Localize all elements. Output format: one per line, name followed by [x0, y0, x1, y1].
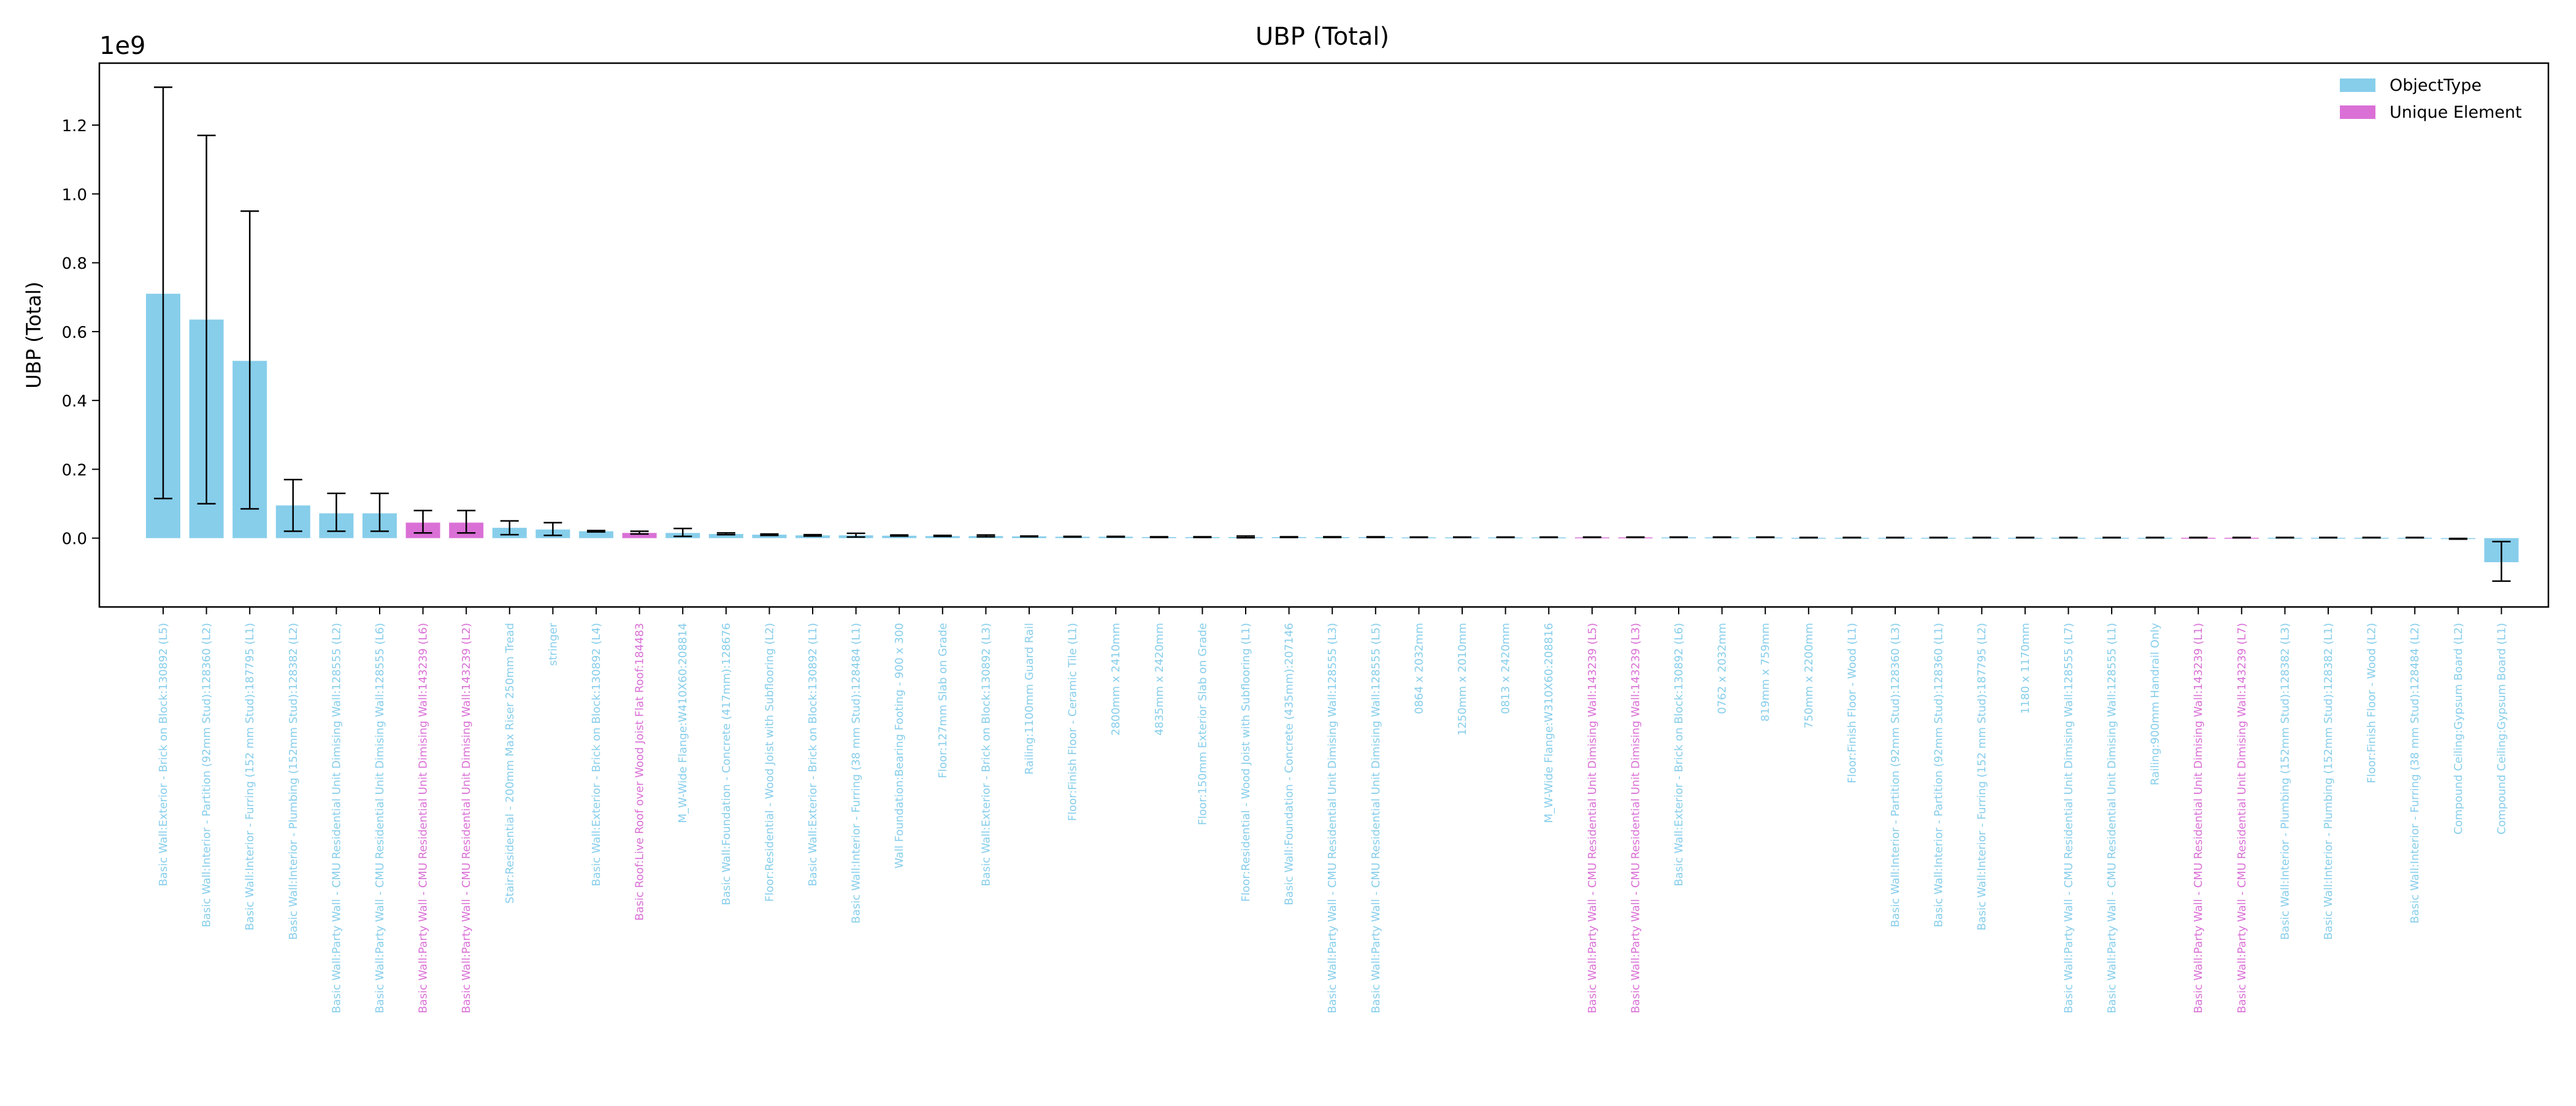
- chart-title: UBP (Total): [1255, 23, 1389, 51]
- x-tick-label: 0762 x 2032mm: [1716, 623, 1729, 714]
- x-tick-label: Floor:127mm Slab on Grade: [937, 623, 949, 778]
- bar: [708, 533, 743, 538]
- x-tick-label: Basic Wall:Party Wall - CMU Residential …: [1326, 623, 1339, 1013]
- x-tick-label: Basic Wall:Exterior - Brick on Block:130…: [157, 623, 170, 887]
- x-tick-label: Basic Wall:Party Wall - CMU Residential …: [330, 623, 343, 1013]
- x-tick-label: Floor:Finish Floor - Ceramic Tile (L1): [1067, 623, 1079, 821]
- x-tick-label: Basic Wall:Interior - Partition (92mm St…: [1889, 623, 1902, 928]
- x-tick-label: Basic Wall:Interior - Plumbing (152mm St…: [287, 623, 300, 940]
- y-axis-label: UBP (Total): [22, 281, 45, 389]
- legend-label: ObjectType: [2390, 76, 2482, 95]
- bar: [882, 535, 917, 538]
- x-tick-label: Basic Wall:Foundation - Concrete (417mm)…: [720, 623, 733, 906]
- x-tick-label: Basic Wall:Interior - Furring (152 mm St…: [243, 623, 256, 931]
- x-tick-label: Railing:1100mm Guard Rail: [1023, 623, 1036, 774]
- x-tick-label: 4835mm x 2420mm: [1153, 623, 1166, 736]
- x-tick-label: Basic Wall:Party Wall - CMU Residential …: [417, 623, 430, 1013]
- x-tick-label: Compound Ceiling:Gypsum Board (L2): [2452, 623, 2465, 834]
- y-tick-label: 1.2: [62, 117, 87, 135]
- x-tick-label: Basic Wall:Exterior - Brick on Block:130…: [590, 623, 603, 887]
- x-tick-label: Basic Wall:Interior - Plumbing (152mm St…: [2279, 623, 2291, 940]
- x-axis: Basic Wall:Exterior - Brick on Block:130…: [157, 607, 2508, 1013]
- x-tick-label: 2800mm x 2410mm: [1110, 623, 1122, 736]
- x-tick-label: Basic Wall:Interior - Plumbing (152mm St…: [2322, 623, 2335, 940]
- legend: ObjectType Unique Element: [2340, 76, 2522, 122]
- y-tick-label: 0.6: [62, 324, 87, 342]
- plot-frame: [98, 62, 2550, 608]
- y-tick-label: 0.0: [62, 530, 87, 549]
- bar: [622, 533, 657, 538]
- legend-swatch: [2340, 78, 2375, 92]
- x-tick-label: 819mm x 759mm: [1759, 623, 1772, 722]
- bar: [579, 531, 613, 538]
- x-tick-label: 0864 x 2032mm: [1413, 623, 1425, 714]
- x-tick-label: Basic Wall:Interior - Furring (152 mm St…: [1976, 623, 1988, 931]
- x-tick-label: Basic Wall:Party Wall - CMU Residential …: [1586, 623, 1599, 1013]
- y-tick-label: 0.2: [62, 461, 87, 479]
- x-tick-label: Basic Roof:Live Roof over Wood Joist Fla…: [634, 623, 646, 921]
- x-tick-label: Basic Wall:Party Wall - CMU Residential …: [2192, 623, 2205, 1013]
- x-tick-label: Floor:Residential - Wood Joist with Subf…: [1240, 623, 1252, 902]
- x-tick-label: Basic Wall:Party Wall - CMU Residential …: [460, 623, 473, 1013]
- x-tick-label: 750mm x 2200mm: [1803, 623, 1815, 728]
- x-tick-label: Basic Wall:Exterior - Brick on Block:130…: [979, 623, 992, 887]
- y-axis-scale-label: 1e9: [99, 32, 146, 60]
- bar: [752, 535, 787, 538]
- x-tick-label: Basic Wall:Party Wall - CMU Residential …: [1629, 623, 1642, 1013]
- x-tick-label: Floor:150mm Exterior Slab on Grade: [1196, 623, 1209, 825]
- x-tick-label: Railing:900mm Handrail Only: [2149, 623, 2162, 785]
- x-tick-label: Basic Wall:Party Wall - CMU Residential …: [2062, 623, 2075, 1013]
- x-tick-label: Basic Wall:Party Wall - CMU Residential …: [2236, 623, 2248, 1013]
- x-tick-label: 1250mm x 2010mm: [1456, 623, 1469, 736]
- legend-label: Unique Element: [2390, 103, 2522, 122]
- x-tick-label: Basic Wall:Interior - Furring (38 mm Stu…: [2409, 623, 2421, 923]
- x-tick-label: Basic Wall:Exterior - Brick on Block:130…: [807, 623, 819, 887]
- error-bars-layer: [154, 86, 2511, 582]
- y-tick-label: 0.8: [62, 255, 87, 273]
- x-tick-label: Basic Wall:Interior - Furring (38 mm Stu…: [850, 623, 863, 923]
- x-tick-label: Compound Ceiling:Gypsum Board (L1): [2495, 623, 2508, 834]
- x-tick-label: Stair:Residential - 200mm Max Riser 250m…: [504, 623, 516, 904]
- x-tick-label: Basic Wall:Party Wall - CMU Residential …: [2106, 623, 2118, 1013]
- y-axis: 0.0 0.2 0.4 0.6 0.8 1.0 1.2: [62, 117, 99, 549]
- x-tick-label: Basic Wall:Foundation - Concrete (435mm)…: [1283, 623, 1296, 906]
- x-tick-label: M_W-Wide Flange:W410X60:208814: [677, 623, 689, 823]
- x-tick-label: stringer: [546, 622, 559, 666]
- x-tick-label: Floor:Finish Floor - Wood (L2): [2366, 623, 2379, 784]
- y-tick-label: 1.0: [62, 186, 87, 204]
- y-tick-label: 0.4: [62, 392, 87, 411]
- x-tick-label: M_W-Wide Flange:W310X60:208816: [1543, 623, 1555, 823]
- x-tick-label: Basic Wall:Interior - Partition (92mm St…: [1933, 623, 1945, 928]
- x-tick-label: Floor:Residential - Wood Joist with Subf…: [763, 623, 776, 902]
- x-tick-label: Basic Wall:Party Wall - CMU Residential …: [374, 623, 386, 1013]
- x-tick-label: Wall Foundation:Bearing Footing - 900 x …: [893, 623, 906, 869]
- x-tick-label: Basic Wall:Party Wall - CMU Residential …: [1370, 623, 1382, 1013]
- x-tick-label: Basic Wall:Interior - Partition (92mm St…: [201, 623, 213, 928]
- x-tick-label: 0813 x 2420mm: [1500, 623, 1512, 714]
- x-tick-label: Basic Wall:Exterior - Brick on Block:130…: [1673, 623, 1685, 887]
- x-tick-label: 1180 x 1170mm: [2019, 623, 2032, 714]
- legend-swatch: [2340, 105, 2375, 119]
- x-tick-label: Floor:Finish Floor - Wood (L1): [1846, 623, 1858, 784]
